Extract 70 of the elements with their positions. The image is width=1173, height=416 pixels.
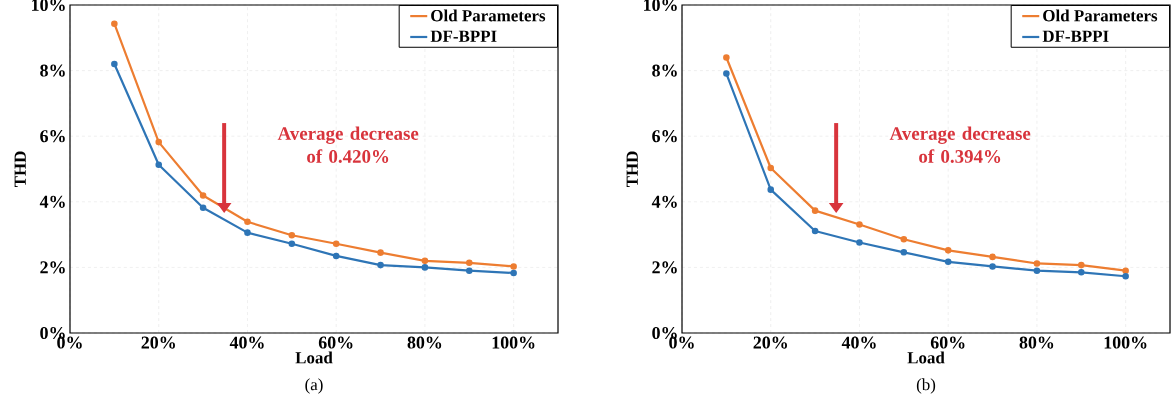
point: [111, 20, 118, 27]
point: [900, 235, 908, 243]
y-tick-label: 6%: [652, 130, 677, 143]
x-tick-label: 40%: [841, 336, 876, 349]
y-tick-label: 2%: [652, 261, 677, 274]
point: [944, 258, 952, 266]
point: [510, 269, 517, 277]
point: [288, 240, 296, 248]
point: [989, 253, 996, 261]
point: [1077, 261, 1085, 269]
point: [767, 186, 775, 193]
point: [1077, 269, 1085, 276]
y-axis-title: THD: [14, 151, 26, 188]
point: [244, 218, 251, 226]
point: [723, 70, 730, 77]
point: [421, 257, 429, 265]
point: [244, 229, 251, 236]
point: [465, 267, 473, 274]
text: (a): [305, 378, 323, 394]
point: [377, 261, 384, 269]
y-tick-label: 8%: [40, 64, 65, 77]
point: [856, 221, 863, 228]
x-tick-label: 80%: [1019, 336, 1054, 349]
y-tick-label: 4%: [651, 195, 677, 208]
legend-label: Old Parameters: [431, 9, 546, 22]
point: [199, 204, 207, 211]
point: [1033, 260, 1041, 267]
y-tick-label: 8%: [652, 64, 677, 77]
x-tick-label: 20%: [753, 336, 787, 349]
annotation: Average decrease of 0.420%: [277, 126, 419, 163]
point: [811, 227, 819, 235]
point: [1033, 267, 1041, 274]
text: (b): [916, 378, 936, 394]
point: [288, 231, 296, 239]
point: [155, 161, 163, 169]
point: [1122, 272, 1129, 280]
point: [811, 207, 819, 214]
annotation: Average decrease of 0.394%: [889, 126, 1031, 163]
point: [989, 263, 996, 270]
x-axis-title: Load: [295, 351, 333, 364]
point: [856, 239, 863, 246]
x-tick-label: 60%: [318, 336, 353, 349]
y-tick-label: 6%: [40, 130, 65, 143]
point: [944, 247, 952, 254]
point: [1122, 267, 1129, 274]
legend-label: DF-BPPI: [430, 30, 497, 42]
x-tick-label: 20%: [141, 336, 175, 349]
legend-label: DF-BPPI: [1042, 30, 1109, 42]
point: [332, 240, 340, 248]
point: [465, 259, 473, 267]
point: [199, 192, 207, 199]
point: [111, 60, 118, 68]
y-tick-label: 2%: [40, 261, 65, 274]
point: [510, 263, 517, 270]
x-tick-label: 100%: [1104, 336, 1147, 349]
x-tick-label: 40%: [229, 336, 264, 349]
x-tick-label: 100%: [492, 336, 535, 349]
point: [377, 249, 384, 256]
legend-label: Old Parameters: [1043, 9, 1158, 22]
point: [723, 54, 730, 61]
point: [767, 164, 775, 172]
x-tick-label: 80%: [407, 336, 442, 349]
point: [900, 249, 908, 256]
y-tick-label: 4%: [39, 195, 65, 208]
point: [332, 252, 340, 260]
y-axis-title: THD: [626, 151, 638, 188]
x-tick-label: 60%: [930, 336, 965, 349]
x-axis-title: Load: [907, 351, 945, 364]
point: [155, 138, 163, 146]
point: [421, 264, 429, 271]
